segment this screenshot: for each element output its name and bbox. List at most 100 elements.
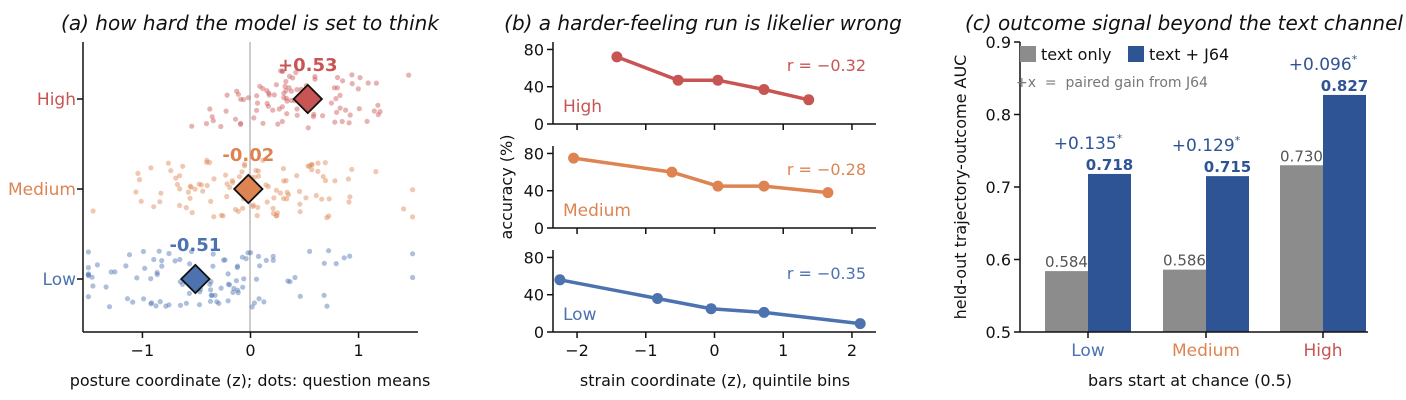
- question-dot: [235, 290, 241, 296]
- legend-note: +x = paired gain from J64: [1016, 75, 1208, 91]
- question-dot: [186, 290, 192, 296]
- accuracy-point: [854, 318, 866, 330]
- question-dot: [177, 173, 183, 179]
- question-dot: [320, 113, 326, 119]
- question-dot: [124, 296, 131, 302]
- question-dot: [373, 80, 379, 86]
- panel-b-x-label: strain coordinate (z), quintile bins: [580, 371, 850, 390]
- question-dot: [270, 205, 276, 211]
- question-dot: [333, 261, 339, 267]
- category-label-medium: Medium: [1172, 341, 1240, 361]
- question-dot: [334, 85, 340, 91]
- category-label-medium: Medium: [8, 180, 76, 200]
- question-dot: [312, 73, 318, 80]
- x-tick-label: −1: [634, 341, 658, 360]
- question-dot: [284, 98, 290, 104]
- question-dot: [85, 272, 91, 278]
- question-dot: [346, 120, 352, 126]
- question-dot: [238, 96, 244, 102]
- question-dot: [156, 248, 162, 254]
- question-dot: [313, 192, 319, 199]
- question-dot: [233, 206, 239, 213]
- question-dot: [345, 176, 351, 182]
- question-dot: [177, 202, 183, 209]
- question-dot: [274, 210, 280, 216]
- question-dot: [294, 112, 300, 118]
- question-dot: [242, 163, 248, 169]
- question-dot: [172, 258, 178, 264]
- subplot-label-high: High: [563, 97, 602, 117]
- question-dot: [284, 196, 290, 202]
- question-dot: [233, 278, 239, 284]
- question-dot: [254, 93, 260, 99]
- question-dot: [339, 118, 345, 125]
- question-dot: [126, 252, 133, 258]
- mean-label-low: -0.51: [169, 235, 221, 256]
- question-dot: [243, 256, 249, 262]
- question-dot: [192, 186, 198, 192]
- question-dot: [294, 87, 300, 93]
- x-tick-label: 0: [245, 341, 255, 360]
- question-dot: [208, 292, 214, 298]
- bar-text-only: [1045, 271, 1088, 332]
- question-dot: [264, 88, 270, 94]
- accuracy-point: [712, 74, 724, 86]
- question-dot: [253, 167, 259, 174]
- question-dot: [275, 121, 281, 127]
- category-label-low: Low: [43, 270, 77, 290]
- question-dot: [375, 112, 381, 118]
- question-dot: [241, 276, 247, 282]
- question-dot: [322, 160, 328, 166]
- question-dot: [324, 303, 330, 309]
- question-dot: [347, 194, 353, 200]
- question-dot: [207, 159, 213, 166]
- question-dot: [271, 92, 277, 98]
- gain-significance-mark: *: [1352, 53, 1358, 66]
- question-dot: [309, 167, 315, 173]
- panel-c-category-labels: Low Medium High: [1071, 332, 1343, 361]
- question-dot: [179, 281, 186, 287]
- question-dot: [159, 258, 165, 264]
- question-dot: [320, 173, 326, 180]
- question-dot: [220, 213, 226, 219]
- question-dot: [377, 109, 383, 115]
- subplot-low: 0 40 80 Low r = −0.35: [524, 248, 876, 342]
- question-dot: [326, 248, 332, 254]
- question-dot: [245, 250, 251, 256]
- question-dot: [364, 118, 370, 124]
- question-dot: [238, 120, 244, 126]
- bar-text-only: [1163, 269, 1206, 332]
- accuracy-line-low: [559, 278, 861, 326]
- question-dot: [375, 102, 381, 108]
- question-dot: [326, 213, 332, 219]
- question-dot: [294, 173, 300, 179]
- question-dot: [141, 296, 147, 302]
- question-dot: [198, 182, 204, 188]
- question-dot: [332, 119, 338, 125]
- question-dot: [211, 176, 217, 182]
- question-dot: [106, 304, 113, 310]
- question-dot: [278, 68, 284, 74]
- y-tick-label: 80: [524, 40, 544, 59]
- gain-significance-mark: *: [1117, 132, 1123, 145]
- question-dot: [284, 111, 290, 117]
- question-dot: [332, 178, 338, 184]
- question-dot: [208, 279, 214, 285]
- question-dot: [85, 272, 91, 278]
- question-dot: [297, 209, 303, 215]
- question-dot: [151, 256, 157, 263]
- question-dot: [257, 263, 263, 269]
- question-dot: [261, 299, 267, 305]
- question-dot: [235, 91, 241, 97]
- panel-b-subplots: 0 40 80 High r = −0.32 0 40 80 Medium r = −0.28 0 4…: [524, 40, 876, 360]
- question-dot: [337, 92, 343, 98]
- question-dot: [229, 178, 235, 184]
- question-dot: [204, 182, 210, 189]
- x-tick-label: 1: [353, 341, 363, 360]
- question-dot: [154, 271, 160, 278]
- question-dot: [214, 299, 220, 305]
- question-dot: [285, 192, 292, 198]
- question-dot: [328, 100, 334, 106]
- question-dot: [133, 189, 139, 195]
- correlation-label-medium: r = −0.28: [787, 160, 866, 179]
